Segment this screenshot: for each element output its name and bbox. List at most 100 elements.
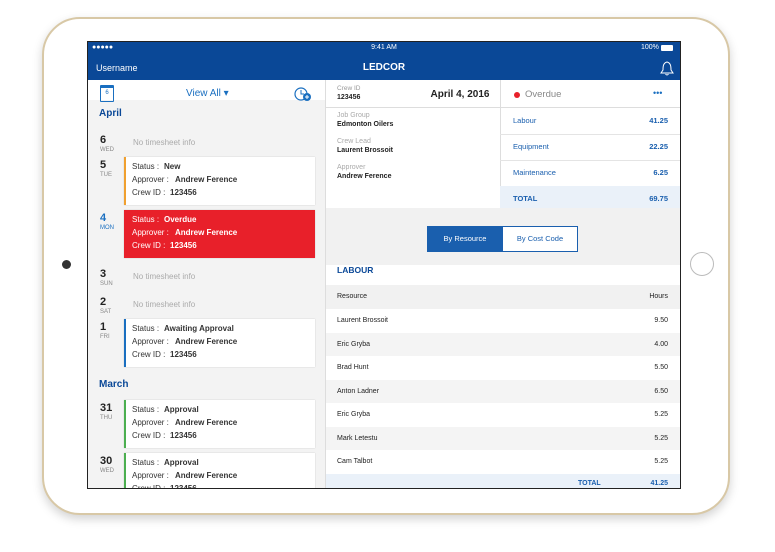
card-value: 123456 [170, 431, 197, 440]
card-label: Status : [132, 458, 160, 467]
cell: 6.50 [654, 387, 668, 395]
home-button[interactable] [690, 252, 714, 276]
state-dot [514, 92, 520, 98]
info-value: Edmonton Oilers [337, 121, 394, 128]
card-label: Status : [132, 162, 160, 171]
table-row [326, 356, 680, 380]
cell: Brad Hunt [337, 364, 369, 371]
timesheet-card[interactable] [124, 453, 315, 488]
cell: 9.50 [654, 317, 668, 324]
info-value: Andrew Ference [337, 173, 392, 180]
card-label: Crew ID : [132, 484, 165, 488]
card-value: Andrew Ference [175, 337, 238, 346]
calendar-icon[interactable]: 6 [100, 85, 114, 102]
empty-note: No timesheet info [133, 138, 196, 147]
table-row [326, 379, 680, 404]
cell: Anton Ladner [337, 387, 380, 395]
signal: ●●●●● [92, 44, 114, 51]
crew-id-label: Crew ID [337, 85, 361, 92]
empty-note: No timesheet info [133, 300, 196, 309]
card-label: Approver : [132, 418, 169, 427]
filter-text: View All [186, 88, 221, 99]
add-time-icon[interactable] [293, 86, 313, 102]
cell: 41.25 [650, 479, 668, 487]
cell: Eric Gryba [337, 340, 371, 348]
cell: Resource [337, 293, 367, 300]
info-label: Crew Lead [337, 138, 371, 145]
day-number: 4 [100, 212, 107, 224]
username[interactable]: Username [96, 63, 138, 73]
total-row [500, 186, 680, 209]
day-number: 2 [100, 296, 107, 308]
summary-value: 41.25 [649, 116, 668, 125]
crew-id: 123456 [337, 94, 361, 101]
section-title: March [99, 379, 129, 390]
card-value: Overdue [164, 215, 197, 224]
bell-icon[interactable] [659, 60, 675, 76]
weekday: THU [100, 415, 113, 421]
card-label: Status : [132, 405, 160, 414]
card-value: 123456 [170, 350, 197, 359]
card-value: Awaiting Approval [164, 324, 234, 333]
timesheet-card[interactable] [124, 157, 315, 205]
cell: Mark Letestu [337, 434, 378, 442]
date: April 4, 2016 [430, 89, 490, 100]
table-row [326, 403, 680, 427]
weekday: SUN [100, 281, 113, 287]
weekday: SAT [100, 309, 112, 315]
timesheet-card[interactable] [124, 210, 315, 258]
screen: ●●●●● 9:41 AM 100% Username LEDCOR 6 Vie… [87, 41, 681, 489]
filter[interactable]: View All ▾ [186, 88, 229, 99]
battery-icon [661, 45, 673, 51]
day-number: 6 [100, 134, 107, 146]
info-label: Approver [337, 164, 366, 171]
tab[interactable]: By Cost Code [502, 226, 578, 252]
card-value: Andrew Ference [175, 418, 238, 427]
divider [325, 80, 326, 488]
card-label: Crew ID : [132, 350, 166, 359]
info-divider [500, 107, 501, 208]
summary-value: 69.75 [649, 194, 668, 203]
card-value: Approval [164, 405, 199, 414]
summary-value: 6.25 [653, 168, 668, 177]
cell: Hours [649, 293, 668, 300]
summary-rule [500, 134, 680, 135]
cell: Eric Gryba [337, 411, 371, 418]
card-value: New [164, 162, 181, 171]
weekday: TUE [100, 172, 112, 178]
camera [62, 260, 71, 269]
clock: 9:41 AM [371, 44, 397, 51]
cell: 5.25 [654, 434, 668, 442]
cell: 5.25 [654, 411, 668, 418]
card-value: 123456 [170, 188, 197, 197]
card-value: Andrew Ference [175, 471, 238, 480]
summary-label: Equipment [513, 142, 549, 151]
cell: Cam Talbot [337, 458, 373, 465]
section-title: LABOUR [337, 265, 374, 275]
brand: LEDCOR [362, 62, 406, 73]
card-value: 123456 [170, 484, 197, 488]
header-divider [500, 80, 501, 107]
header-bar [88, 42, 680, 80]
detail-header [326, 80, 680, 108]
card-label: Status : [132, 324, 160, 333]
tab[interactable]: By Resource [427, 226, 503, 252]
more[interactable]: ••• [653, 88, 663, 98]
summary-rule [500, 160, 680, 161]
card-label: Status : [132, 215, 160, 224]
timesheet-card[interactable] [124, 319, 315, 367]
card-label: Approver : [132, 471, 169, 480]
battery-text: 100% [641, 44, 659, 51]
weekday: WED [100, 147, 114, 153]
timesheet-card[interactable] [124, 400, 315, 448]
card-value: Approval [164, 458, 199, 467]
summary-label: Labour [513, 116, 537, 125]
cell: 5.25 [654, 458, 668, 465]
weekday: WED [100, 468, 114, 474]
table-row [326, 450, 680, 474]
day-number: 3 [100, 268, 107, 280]
cell: TOTAL [578, 479, 601, 487]
card-label: Approver : [132, 228, 169, 237]
cell: 4.00 [654, 340, 668, 348]
